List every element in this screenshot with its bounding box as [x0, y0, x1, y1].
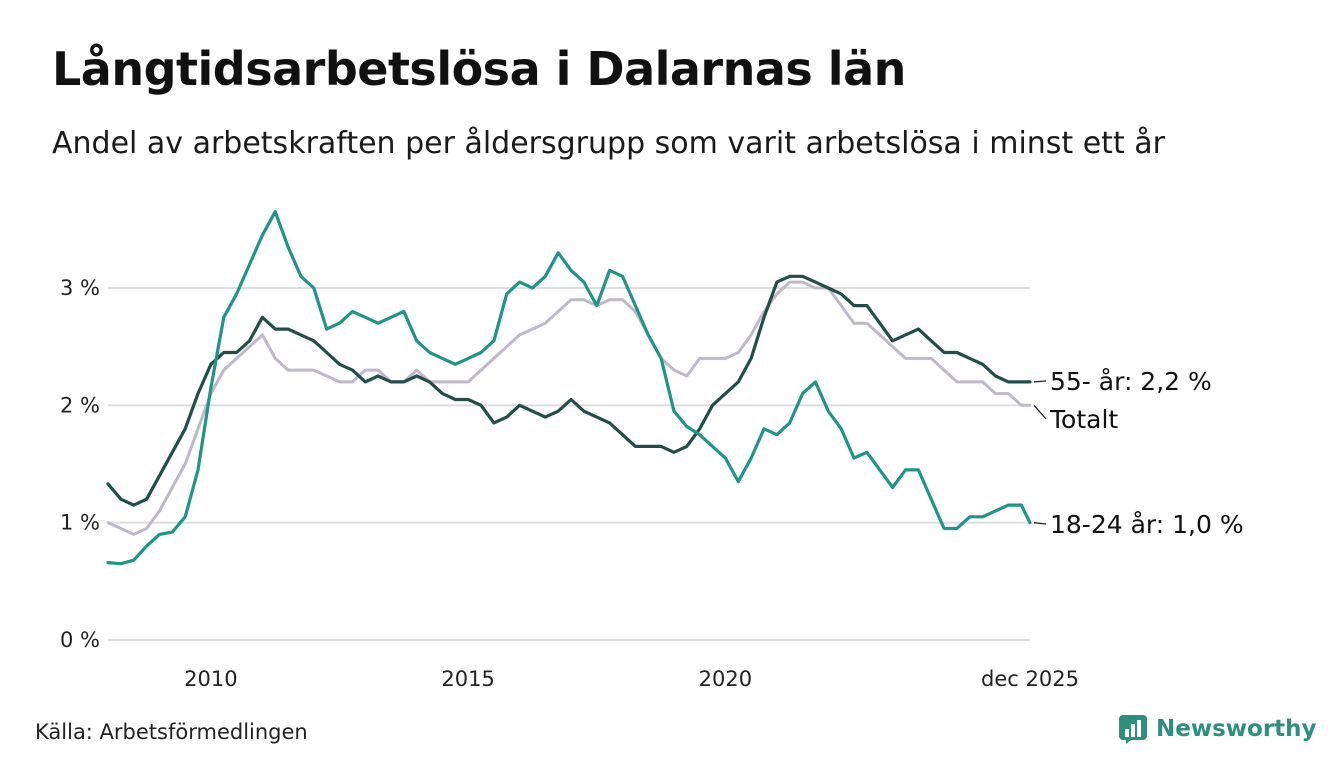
- series-line-total: [106, 280, 1032, 536]
- x-tick-label: 2015: [441, 667, 494, 691]
- newsworthy-icon: [1119, 715, 1147, 744]
- leader-line-young: [1033, 522, 1047, 525]
- end-label-older: 55- år: 2,2 %: [1050, 367, 1212, 396]
- brand-name: Newsworthy: [1156, 716, 1317, 742]
- y-tick-label: 3 %: [60, 276, 100, 300]
- y-tick-label: 1 %: [60, 511, 100, 535]
- brand-logo[interactable]: Newsworthy: [1118, 714, 1317, 744]
- line-chart: 0 % 1 % 2 % 3 % 2010 2015 2020 dec 2025 Totalt 55…: [60, 210, 1244, 691]
- x-tick-label: 2020: [699, 667, 752, 691]
- y-tick-label: 0 %: [60, 628, 100, 652]
- chart-subtitle: Andel av arbetskraften per åldersgrupp s…: [52, 126, 1165, 161]
- chart-title: Långtidsarbetslösa i Dalarnas län: [52, 42, 906, 96]
- leader-line-older: [1033, 380, 1047, 383]
- y-tick-label: 2 %: [60, 393, 100, 417]
- end-label-total: Totalt: [1049, 405, 1118, 434]
- source-note: Källa: Arbetsförmedlingen: [35, 720, 308, 744]
- series-line-older: [106, 274, 1032, 507]
- end-label-young: 18-24 år: 1,0 %: [1050, 510, 1244, 539]
- leader-line-total: [1033, 404, 1047, 420]
- x-tick-label: dec 2025: [981, 667, 1079, 691]
- series-line-young: [106, 210, 1032, 566]
- x-tick-label: 2010: [184, 667, 237, 691]
